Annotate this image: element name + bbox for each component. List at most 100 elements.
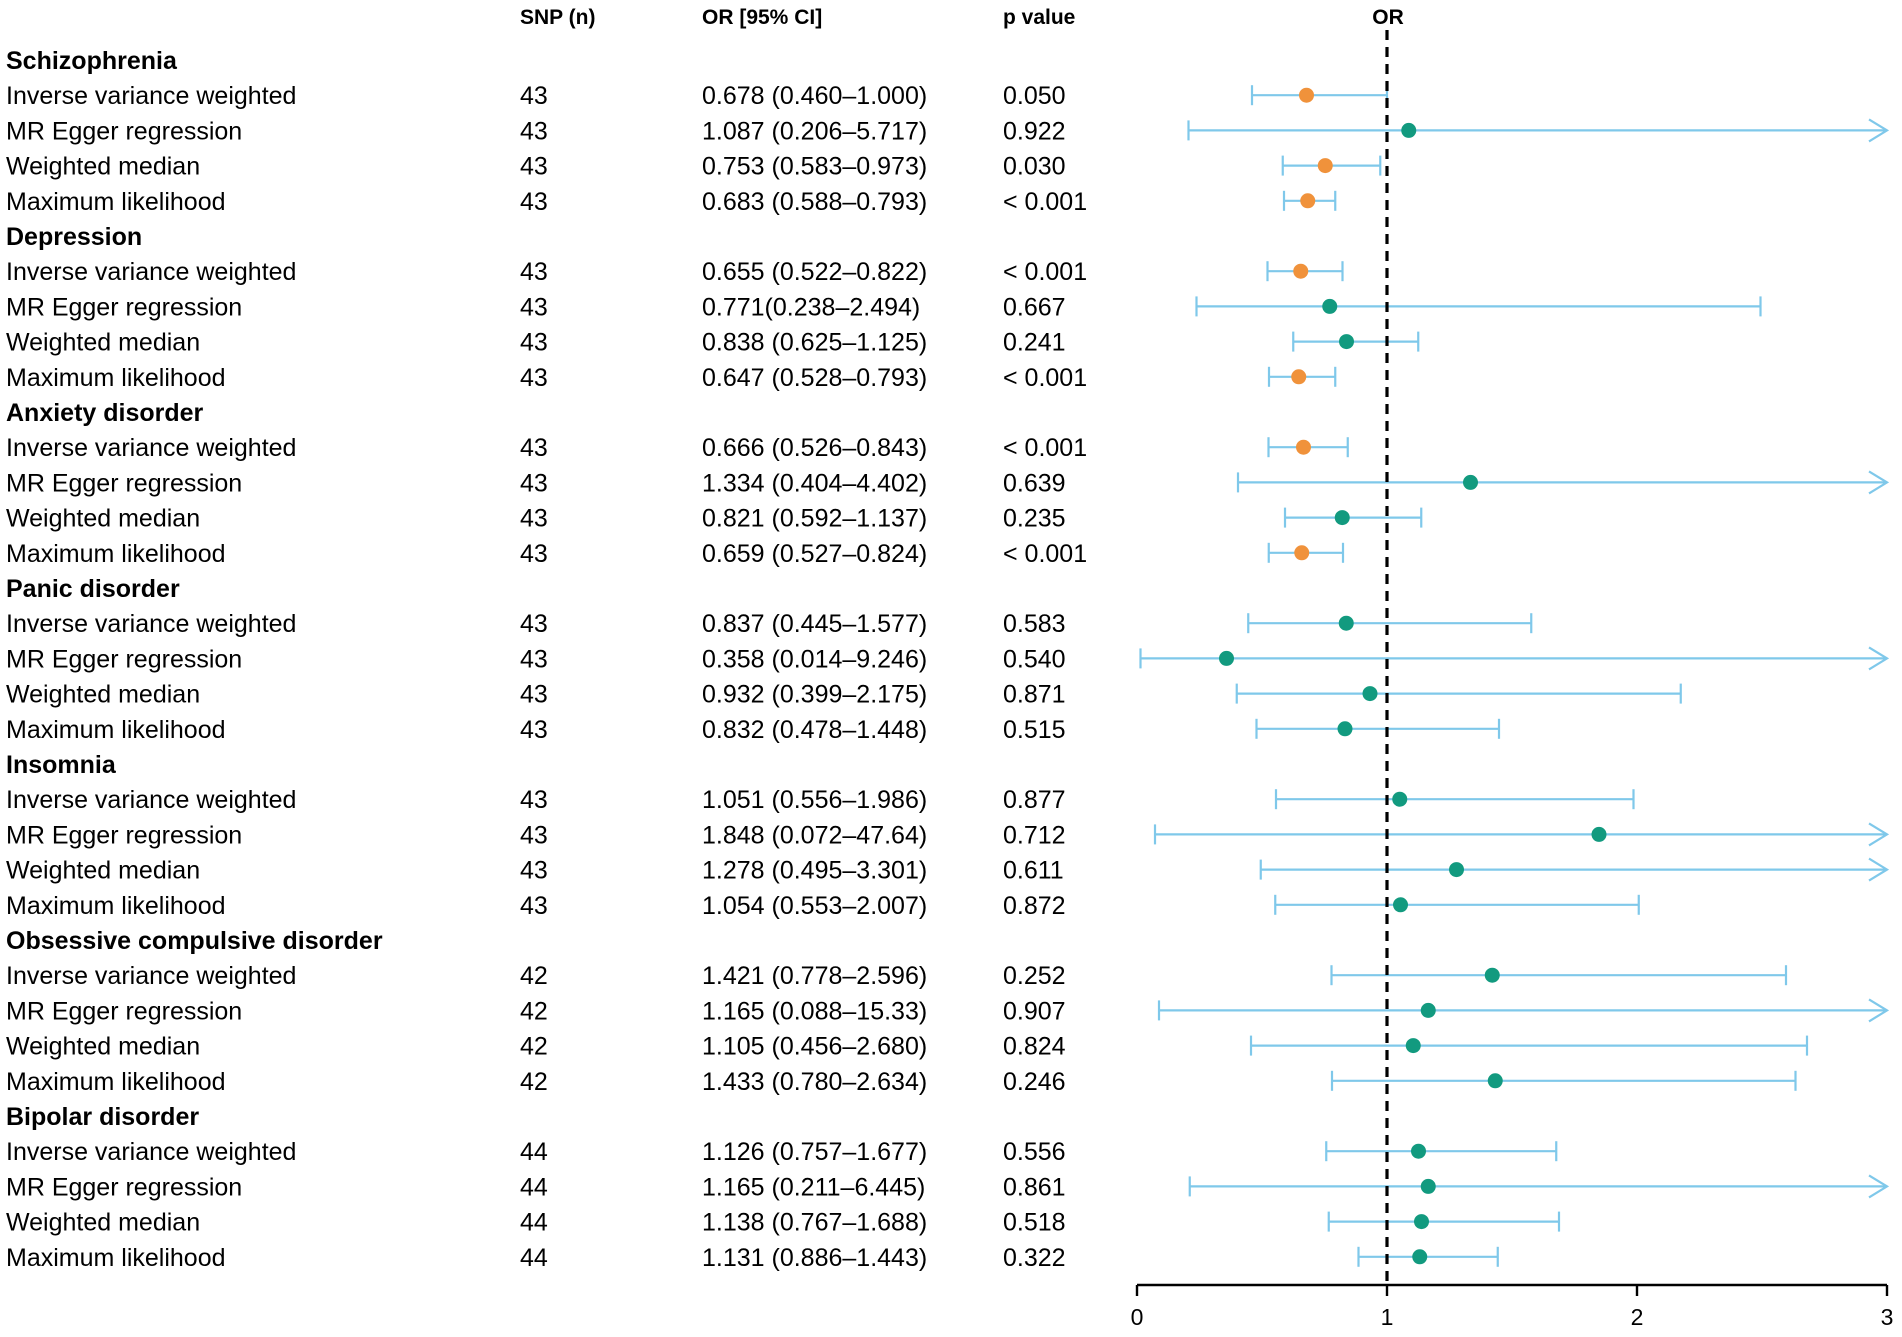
x-tick-label: 1 [1381, 1304, 1394, 1330]
row-p-value: 0.922 [1003, 117, 1066, 145]
row-snp: 43 [520, 857, 548, 885]
header-or-plot: OR [1372, 6, 1404, 29]
row-p-value: 0.518 [1003, 1209, 1066, 1237]
row-method: MR Egger regression [6, 293, 242, 321]
row-snp: 43 [520, 645, 548, 673]
row-method: MR Egger regression [6, 117, 242, 145]
row-method: Maximum likelihood [6, 892, 226, 920]
row-snp: 43 [520, 540, 548, 568]
row-p-value: 0.246 [1003, 1068, 1066, 1096]
row-or-ci: 0.678 (0.460–1.000) [702, 82, 927, 110]
row-or-ci: 1.421 (0.778–2.596) [702, 962, 927, 990]
point-estimate [1362, 686, 1378, 702]
row-p-value: < 0.001 [1003, 364, 1087, 392]
ci-arrow [1868, 118, 1890, 143]
row-snp: 43 [520, 329, 548, 357]
row-or-ci: 0.932 (0.399–2.175) [702, 681, 927, 709]
row-or-ci: 1.848 (0.072–47.64) [702, 821, 927, 849]
row-method: Weighted median [6, 1209, 200, 1237]
row-p-value: 0.515 [1003, 716, 1066, 744]
row-snp: 43 [520, 892, 548, 920]
row-p-value: 0.583 [1003, 610, 1066, 638]
row-p-value: < 0.001 [1003, 188, 1087, 216]
row-method: Maximum likelihood [6, 716, 226, 744]
point-estimate [1414, 1214, 1429, 1230]
row-p-value: 0.252 [1003, 962, 1066, 990]
point-estimate [1411, 1143, 1426, 1159]
row-method: Maximum likelihood [6, 188, 226, 216]
row-snp: 42 [520, 997, 548, 1025]
row-p-value: 0.712 [1003, 821, 1066, 849]
row-or-ci: 0.837 (0.445–1.577) [702, 610, 927, 638]
row-snp: 43 [520, 505, 548, 533]
row-or-ci: 0.647 (0.528–0.793) [702, 364, 927, 392]
ci-arrow [1868, 822, 1890, 847]
header-or-ci: OR [95% CI] [702, 6, 822, 29]
point-estimate [1405, 1038, 1421, 1054]
row-snp: 43 [520, 681, 548, 709]
group-heading: Insomnia [6, 751, 117, 779]
row-snp: 42 [520, 1033, 548, 1061]
row-snp: 43 [520, 153, 548, 181]
point-estimate [1463, 474, 1478, 490]
row-method: Maximum likelihood [6, 1244, 226, 1272]
row-or-ci: 1.131 (0.886–1.443) [702, 1244, 927, 1272]
row-snp: 43 [520, 434, 548, 462]
row-snp: 43 [520, 469, 548, 497]
point-estimate [1392, 791, 1408, 807]
point-estimate [1401, 122, 1417, 138]
row-or-ci: 0.838 (0.625–1.125) [702, 329, 927, 357]
row-snp: 43 [520, 786, 548, 814]
group-heading: Schizophrenia [6, 47, 178, 75]
row-method: Maximum likelihood [6, 1068, 226, 1096]
row-or-ci: 0.771(0.238–2.494) [702, 293, 920, 321]
row-or-ci: 1.126 (0.757–1.677) [702, 1138, 927, 1166]
row-p-value: 0.639 [1003, 469, 1066, 497]
row-snp: 43 [520, 82, 548, 110]
point-estimate [1322, 298, 1338, 314]
point-estimate [1338, 615, 1354, 631]
point-estimate [1219, 650, 1234, 666]
row-method: Inverse variance weighted [6, 434, 296, 462]
row-or-ci: 0.358 (0.014–9.246) [702, 645, 927, 673]
row-method: Maximum likelihood [6, 364, 226, 392]
row-p-value: 0.871 [1003, 681, 1066, 709]
row-or-ci: 0.832 (0.478–1.448) [702, 716, 927, 744]
point-estimate [1339, 334, 1354, 350]
row-p-value: 0.611 [1003, 857, 1064, 885]
ci-arrow [1868, 1174, 1890, 1199]
row-p-value: 0.322 [1003, 1244, 1066, 1272]
row-snp: 43 [520, 364, 548, 392]
row-or-ci: 1.138 (0.767–1.688) [702, 1209, 927, 1237]
row-method: Weighted median [6, 857, 200, 885]
row-snp: 42 [520, 1068, 548, 1096]
row-or-ci: 0.655 (0.522–0.822) [702, 258, 927, 286]
row-or-ci: 1.054 (0.553–2.007) [702, 892, 927, 920]
row-method: Inverse variance weighted [6, 786, 296, 814]
row-or-ci: 0.659 (0.527–0.824) [702, 540, 927, 568]
row-p-value: 0.556 [1003, 1138, 1066, 1166]
point-estimate [1484, 967, 1500, 983]
row-method: Weighted median [6, 681, 200, 709]
point-estimate [1300, 193, 1316, 209]
x-tick-label: 2 [1631, 1304, 1644, 1330]
row-method: Maximum likelihood [6, 540, 226, 568]
row-p-value: 0.540 [1003, 645, 1066, 673]
row-method: Weighted median [6, 153, 200, 181]
point-estimate [1487, 1073, 1503, 1089]
row-p-value: 0.241 [1003, 329, 1066, 357]
header-snp: SNP (n) [520, 6, 595, 29]
point-estimate [1420, 1002, 1436, 1018]
group-heading: Bipolar disorder [6, 1103, 199, 1131]
row-p-value: 0.824 [1003, 1033, 1066, 1061]
row-p-value: 0.907 [1003, 997, 1066, 1025]
row-snp: 43 [520, 117, 548, 145]
row-or-ci: 1.105 (0.456–2.680) [702, 1033, 927, 1061]
row-p-value: 0.872 [1003, 892, 1066, 920]
ci-arrow [1868, 470, 1890, 495]
row-snp: 43 [520, 610, 548, 638]
point-estimate [1337, 721, 1353, 737]
row-or-ci: 0.821 (0.592–1.137) [702, 505, 927, 533]
point-estimate [1294, 545, 1310, 561]
